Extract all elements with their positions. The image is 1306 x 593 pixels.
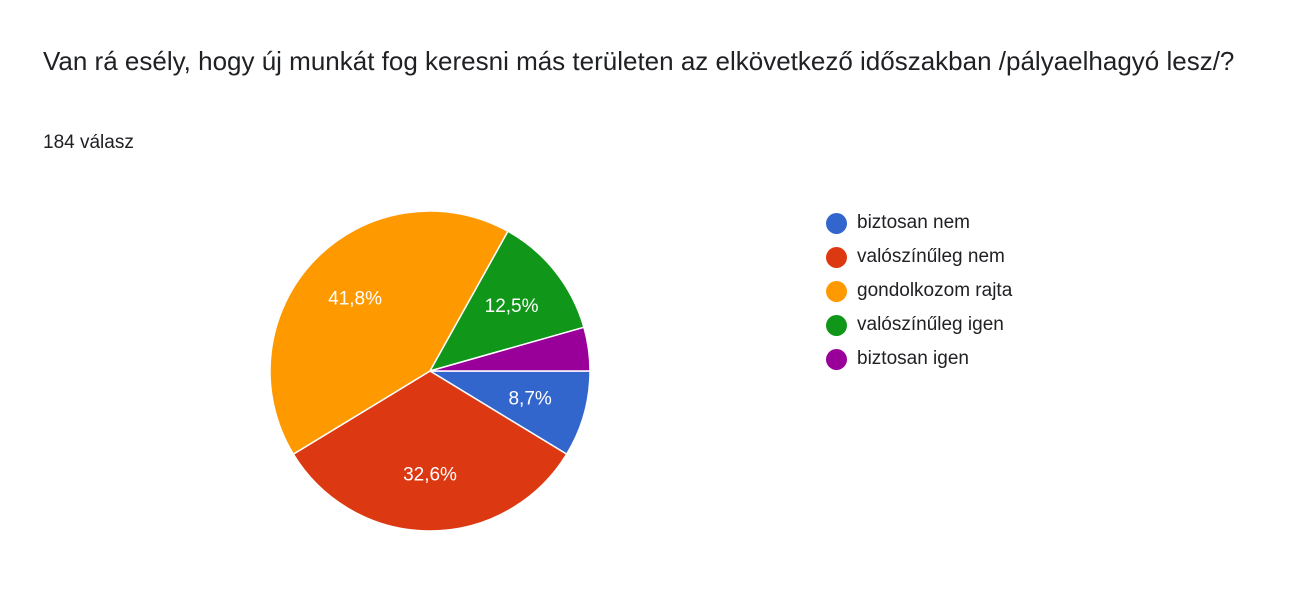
slice-label-2: 41,8% [328, 288, 382, 309]
pie-slice-2[interactable] [269, 210, 509, 456]
legend-dot-icon [826, 314, 847, 336]
response-count: 184 válasz [43, 132, 134, 153]
slice-label-1: 32,6% [403, 465, 457, 486]
legend-label: biztosan nem [857, 212, 971, 233]
chart-legend: biztosan nem valószínűleg nem gondolkozom … [826, 206, 1012, 376]
legend-dot-icon [826, 280, 847, 302]
legend-dot-icon [826, 246, 847, 268]
legend-item-0[interactable]: biztosan nem [826, 206, 1012, 240]
legend-item-4[interactable]: biztosan igen [826, 342, 1012, 376]
legend-item-2[interactable]: gondolkozom rajta [826, 274, 1012, 308]
slice-label-0: 8,7% [508, 389, 551, 410]
question-title: Van rá esély, hogy új munkát fog keresni… [43, 46, 1235, 76]
pie-slice-1[interactable] [292, 370, 568, 532]
legend-item-3[interactable]: valószínűleg igen [826, 308, 1012, 342]
pie-slice-4[interactable] [429, 326, 591, 372]
legend-label: gondolkozom rajta [857, 280, 1013, 301]
legend-item-1[interactable]: valószínűleg nem [826, 240, 1012, 274]
slice-label-3: 12,5% [485, 296, 539, 317]
legend-label: biztosan igen [857, 348, 969, 369]
legend-dot-icon [826, 212, 847, 234]
pie-slice-0[interactable] [427, 370, 591, 456]
legend-label: valószínűleg igen [857, 314, 1004, 335]
legend-dot-icon [826, 348, 847, 370]
legend-label: valószínűleg nem [857, 246, 1005, 267]
pie-slice-3[interactable] [428, 230, 585, 373]
